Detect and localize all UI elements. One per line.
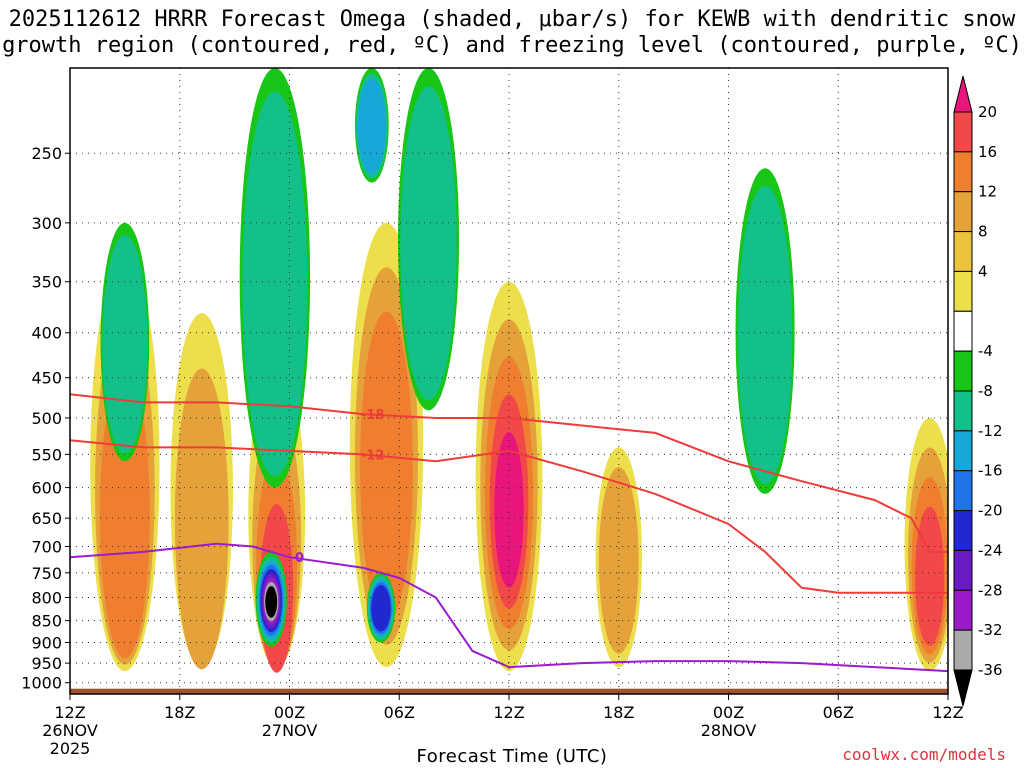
colorbar-label--24: -24 <box>978 541 1003 559</box>
ground-layer <box>70 688 948 694</box>
colorbar-cell-3 <box>953 231 973 272</box>
ascent-column-hr47-level-16 <box>915 506 945 646</box>
colorbar-label-16: 16 <box>978 143 997 161</box>
colorbar-label--36: -36 <box>978 661 1003 679</box>
y-tick-label-750: 750 <box>31 564 62 583</box>
y-tick-label-950: 950 <box>31 654 62 673</box>
x-date-label-36: 28NOV <box>701 721 757 740</box>
colorbar-bottom-arrow <box>953 669 973 707</box>
descent-hr17-low-level--20 <box>371 585 391 632</box>
colorbar-cell-13 <box>953 629 973 671</box>
x-year-label-0: 2025 <box>50 739 91 758</box>
chart-title-line1: 2025112612 HRRR Forecast Omega (shaded, … <box>8 7 1016 32</box>
ascent-column-hr24-level-20 <box>494 431 524 588</box>
axes: 250 300 350 400 450 500 550 600 650 700 750 800 850 9… <box>21 144 963 758</box>
y-tick-label-450: 450 <box>31 369 62 388</box>
y-tick-label-900: 900 <box>31 633 62 652</box>
descent-hr3-level--8 <box>102 234 148 454</box>
descent-hr11-level--8 <box>242 91 308 477</box>
x-tick-label-36: 00Z <box>713 703 744 722</box>
contour--12 <box>70 439 948 594</box>
colorbar-cell-2 <box>953 191 973 233</box>
x-date-label-12: 27NOV <box>262 721 318 740</box>
colorbar-label-12: 12 <box>978 183 997 201</box>
colorbar-label--4: -4 <box>978 342 993 360</box>
x-tick-label-0: 12Z <box>54 703 85 722</box>
colorbar-cell-1 <box>953 151 973 193</box>
descent-hr11-low-level--36 <box>265 586 278 618</box>
x-axis-title: Forecast Time (UTC) <box>416 746 608 767</box>
colorbar-label--20: -20 <box>978 502 1003 520</box>
x-tick-label-42: 06Z <box>823 703 854 722</box>
colorbar-cell-10 <box>953 510 973 551</box>
colorbar-cell-0 <box>953 111 973 153</box>
y-tick-label-550: 550 <box>31 445 62 464</box>
colorbar-cell-4 <box>953 270 973 312</box>
x-date-label-0: 26NOV <box>42 721 98 740</box>
y-tick-label-600: 600 <box>31 479 62 498</box>
site-credit: coolwx.com/models <box>842 745 1006 764</box>
colorbar-label-8: 8 <box>978 223 988 241</box>
colorbar-cell-9 <box>953 470 973 512</box>
y-tick-label-850: 850 <box>31 612 62 631</box>
colorbar-cell-8 <box>953 430 973 472</box>
descent-hr19-level--8 <box>400 86 457 401</box>
colorbar-top-arrow <box>953 75 973 113</box>
x-tick-label-24: 12Z <box>493 703 524 722</box>
colorbar-cell-6 <box>953 350 973 392</box>
y-tick-label-700: 700 <box>31 537 62 556</box>
x-tick-label-6: 18Z <box>164 703 195 722</box>
grid-lines <box>70 68 948 694</box>
colorbar-cell-5 <box>953 310 973 352</box>
x-tick-label-12: 00Z <box>274 703 305 722</box>
colorbar-label--12: -12 <box>978 422 1003 440</box>
contour--18 <box>70 393 948 553</box>
x-tick-label-48: 12Z <box>932 703 963 722</box>
colorbar: 20 16 12 8 4 -4 -8 -12 -16 -20 -24 -28 -32 -36 <box>953 75 1003 707</box>
colorbar-cell-7 <box>953 390 973 432</box>
colorbar-label--28: -28 <box>978 581 1003 599</box>
ascent-column-hr17-level-12 <box>360 311 413 623</box>
descent-hr16-level--12 <box>357 78 387 175</box>
y-tick-label-350: 350 <box>31 273 62 292</box>
y-tick-label-1000: 1000 <box>21 674 62 693</box>
y-tick-label-500: 500 <box>31 409 62 428</box>
colorbar-label--8: -8 <box>978 382 993 400</box>
contour-label--18: -18 <box>361 408 385 423</box>
chart-title-line2: growth region (contoured, red, ºC) and f… <box>2 33 1022 58</box>
y-tick-label-650: 650 <box>31 509 62 528</box>
y-tick-label-300: 300 <box>31 214 62 233</box>
contour-label--12: -12 <box>361 448 385 463</box>
colorbar-label--32: -32 <box>978 621 1003 639</box>
y-tick-label-250: 250 <box>31 144 62 163</box>
contour-labels: -18 -12 0 <box>295 408 384 566</box>
contour-0 <box>70 542 948 673</box>
colorbar-label--16: -16 <box>978 462 1003 480</box>
y-tick-label-400: 400 <box>31 324 62 343</box>
colorbar-cell-11 <box>953 549 973 591</box>
colorbar-cell-12 <box>953 589 973 631</box>
x-tick-label-30: 18Z <box>603 703 634 722</box>
contour-label-0: 0 <box>295 551 304 566</box>
colorbar-label-4: 4 <box>978 262 988 280</box>
ground-surface <box>70 688 948 694</box>
descent-hr38-level--8 <box>737 185 793 485</box>
temperature-contours <box>70 393 948 673</box>
colorbar-label-20: 20 <box>978 103 997 121</box>
x-tick-label-18: 06Z <box>384 703 415 722</box>
y-tick-label-800: 800 <box>31 588 62 607</box>
ascent-column-hr7-level-8 <box>174 368 229 670</box>
